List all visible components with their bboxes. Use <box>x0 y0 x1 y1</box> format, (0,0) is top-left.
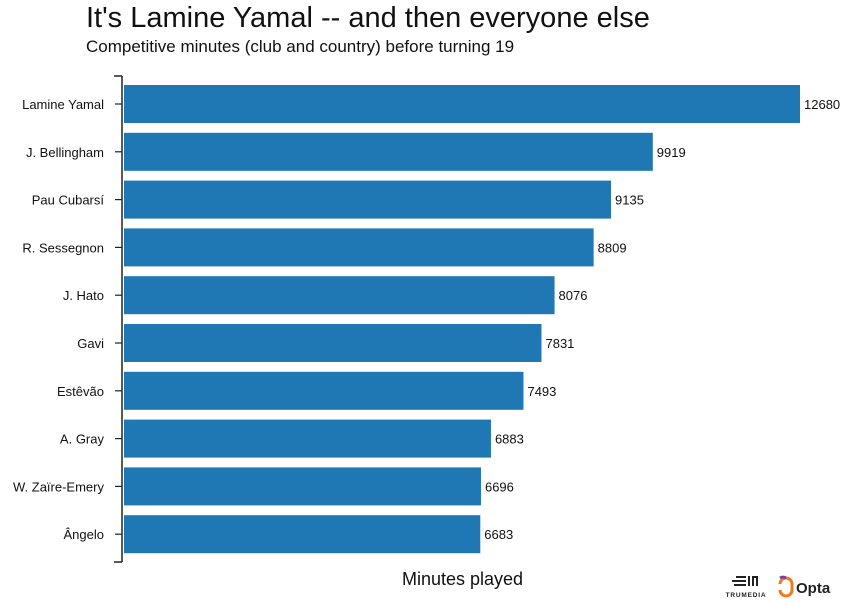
y-tick-label: A. Gray <box>60 432 105 447</box>
bar <box>124 276 555 315</box>
brand-logos: TRUMEDIA Opta <box>720 572 845 600</box>
bar <box>124 85 800 123</box>
bar-value-label: 6696 <box>485 479 514 494</box>
x-axis-label: Minutes played <box>402 569 524 589</box>
bar-value-label: 9135 <box>615 193 644 208</box>
bar <box>124 467 481 506</box>
y-tick-label: Lamine Yamal <box>22 97 104 112</box>
opta-label: Opta <box>796 580 831 597</box>
y-tick-label: Pau Cubarsí <box>32 193 105 208</box>
y-tick-label: Ângelo <box>64 527 104 542</box>
bar-value-label: 6883 <box>495 432 524 447</box>
y-tick-label: W. Zaïre-Emery <box>13 479 105 494</box>
trumedia-label: TRUMEDIA <box>726 592 767 599</box>
bar-value-label: 7493 <box>527 384 556 399</box>
bar <box>124 324 542 362</box>
bar <box>124 132 653 171</box>
bar <box>124 419 491 458</box>
opta-logo: Opta <box>778 575 831 598</box>
bar <box>124 371 524 410</box>
y-tick-label: J. Hato <box>63 288 104 303</box>
y-tick-label: Estêvão <box>57 384 104 399</box>
trumedia-logo: TRUMEDIA <box>726 576 767 599</box>
bar-value-label: 6683 <box>484 527 513 542</box>
bar-value-label: 12680 <box>804 97 840 112</box>
chart-subtitle: Competitive minutes (club and country) b… <box>86 37 515 56</box>
bar-value-label: 7831 <box>545 336 574 351</box>
y-tick-label: J. Bellingham <box>26 145 104 160</box>
bar <box>124 180 612 219</box>
bar-value-label: 9919 <box>657 145 686 160</box>
bar <box>124 515 481 554</box>
bar-value-label: 8809 <box>598 240 627 255</box>
bar-value-label: 8076 <box>559 288 588 303</box>
logo-svg: TRUMEDIA Opta <box>726 575 831 599</box>
chart-title: It's Lamine Yamal -- and then everyone e… <box>86 2 650 34</box>
y-tick-label: R. Sessegnon <box>22 240 104 255</box>
y-tick-label: Gavi <box>77 336 104 351</box>
bar <box>124 228 594 267</box>
